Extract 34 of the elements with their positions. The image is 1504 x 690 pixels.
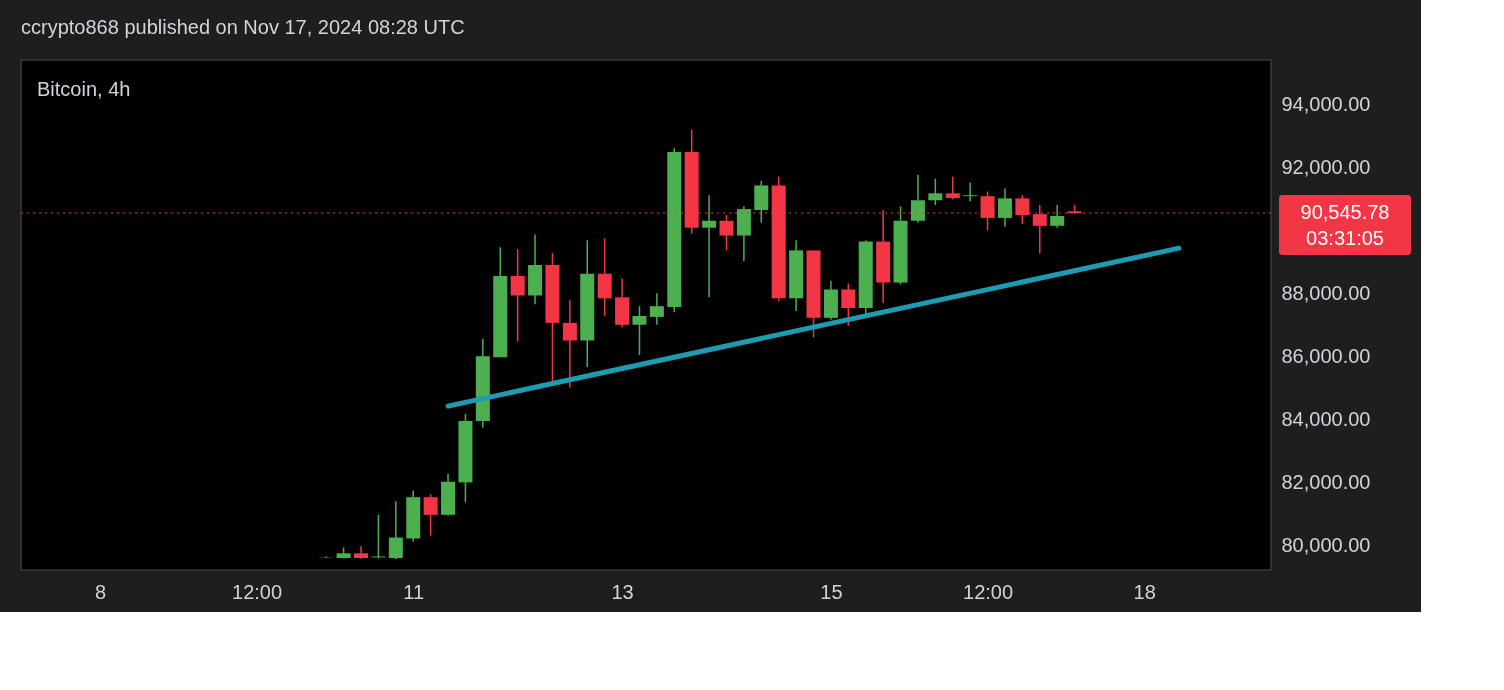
candlestick bbox=[910, 173, 925, 224]
x-tick-label: 12:00 bbox=[963, 580, 1014, 603]
x-tick-label: 8 bbox=[94, 580, 107, 603]
y-tick-label: 94,000.00 bbox=[1281, 92, 1371, 115]
candlestick bbox=[841, 282, 856, 327]
candlestick bbox=[562, 299, 577, 389]
y-tick-label: 92,000.00 bbox=[1281, 155, 1371, 178]
candlestick bbox=[510, 248, 525, 343]
candlestick bbox=[371, 514, 386, 560]
ref-line-label: 90,545.78 bbox=[1300, 201, 1390, 224]
candlestick bbox=[719, 214, 734, 252]
candlestick bbox=[702, 194, 717, 299]
chart-title: ccrypto868 published on Nov 17, 2024 08:28 UTC bbox=[21, 16, 465, 38]
candlestick bbox=[649, 292, 664, 326]
y-tick-label: 82,000.00 bbox=[1281, 470, 1371, 493]
candlestick bbox=[945, 175, 960, 201]
x-tick-label: 12:00 bbox=[232, 580, 283, 603]
candlestick bbox=[997, 187, 1012, 228]
candlestick bbox=[1050, 204, 1065, 229]
y-tick-label: 86,000.00 bbox=[1281, 344, 1371, 367]
text: Bitcoin, 4h bbox=[37, 78, 131, 100]
x-tick-label: 11 bbox=[403, 580, 425, 603]
candlestick bbox=[632, 305, 647, 356]
candlestick bbox=[963, 181, 978, 202]
x-tick-label: 18 bbox=[1133, 580, 1156, 603]
text: 03:31:05 bbox=[1306, 227, 1384, 250]
y-tick-label: 84,000.00 bbox=[1281, 407, 1371, 430]
candlestick bbox=[388, 500, 403, 560]
x-tick-label: 13 bbox=[611, 580, 634, 603]
candlestick bbox=[928, 177, 943, 206]
y-tick-label: 80,000.00 bbox=[1281, 533, 1371, 556]
x-tick-label: 15 bbox=[820, 580, 843, 603]
candlestick bbox=[423, 493, 438, 537]
y-tick-label: 88,000.00 bbox=[1281, 281, 1371, 304]
